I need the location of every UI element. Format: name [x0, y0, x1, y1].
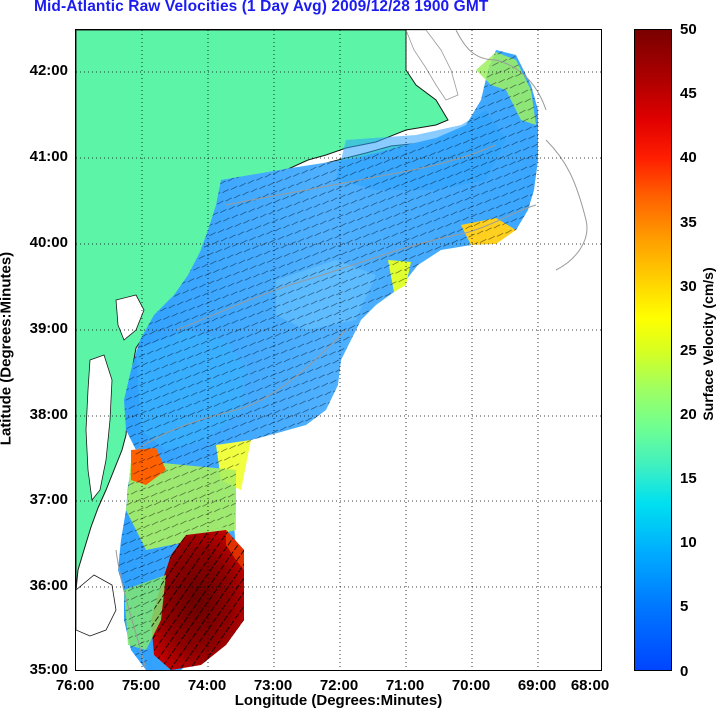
y-tick-39: 39:00 [29, 320, 68, 337]
cape-cod [405, 30, 459, 101]
x-tick-75: 75:00 [121, 677, 161, 694]
cb-tick-0: 0 [680, 663, 689, 680]
map-canvas [76, 30, 601, 670]
cb-tick-10: 10 [680, 534, 697, 551]
velocity-arrows-hotspot [151, 530, 244, 670]
bathymetry-contour-3 [135, 329, 347, 451]
cb-tick-45: 45 [680, 85, 697, 102]
cb-tick-5: 5 [680, 598, 689, 615]
bathymetry-contour-5 [545, 139, 588, 271]
chesapeake-bay [85, 354, 113, 501]
y-tick-35: 35:00 [29, 661, 68, 678]
cb-tick-30: 30 [680, 278, 697, 295]
map-title: Mid-Atlantic Raw Velocities (1 Day Avg) … [34, 0, 489, 15]
y-axis-label: Latitude (Degrees:Minutes) [0, 251, 15, 446]
x-tick-70: 70:00 [451, 677, 491, 694]
pamlico-sound [76, 574, 117, 637]
cb-tick-50: 50 [680, 21, 697, 38]
bathymetry-contour-4 [455, 30, 547, 111]
x-tick-71: 71:00 [385, 677, 425, 694]
cb-tick-35: 35 [680, 214, 697, 231]
cb-tick-25: 25 [680, 342, 697, 359]
y-tick-42: 42:00 [29, 62, 68, 79]
y-tick-41: 41:00 [29, 148, 68, 165]
cb-tick-20: 20 [680, 406, 697, 423]
x-axis-label: Longitude (Degrees:Minutes) [234, 692, 443, 709]
x-tick-68: 68:00 [570, 677, 610, 694]
y-tick-37: 37:00 [29, 491, 68, 508]
cb-tick-40: 40 [680, 149, 697, 166]
x-tick-72: 72:00 [319, 677, 359, 694]
y-tick-38: 38:00 [29, 406, 68, 423]
x-tick-69: 69:00 [517, 677, 557, 694]
x-tick-74: 74:00 [187, 677, 227, 694]
bathymetry-contour-2 [175, 204, 537, 331]
x-tick-73: 73:00 [253, 677, 293, 694]
bathymetry-contour-6 [115, 549, 147, 670]
colorbar [634, 29, 672, 671]
cb-tick-15: 15 [680, 470, 697, 487]
map-plot-area[interactable] [75, 29, 602, 671]
y-tick-40: 40:00 [29, 234, 68, 251]
y-tick-36: 36:00 [29, 577, 68, 594]
velocity-arrows [118, 50, 538, 670]
x-tick-76: 76:00 [55, 677, 95, 694]
